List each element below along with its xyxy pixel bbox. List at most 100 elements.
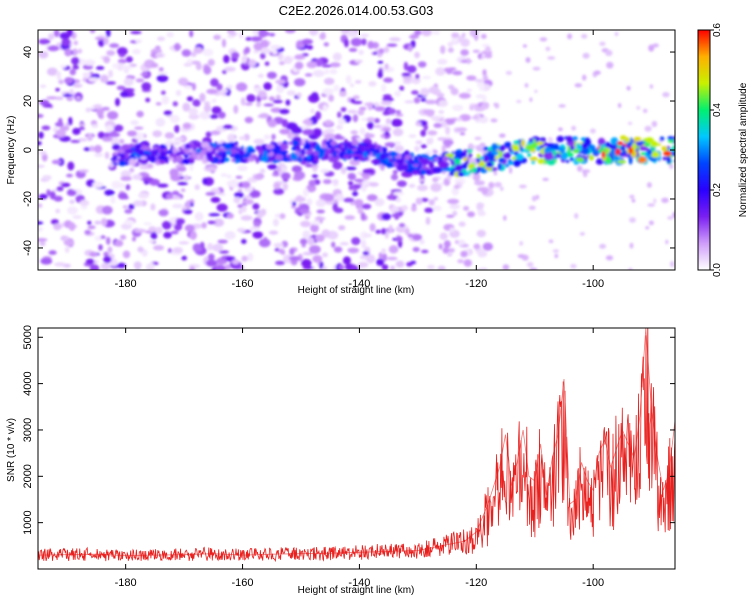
heat-cell bbox=[71, 57, 80, 65]
heat-cell bbox=[572, 136, 578, 141]
heat-cell bbox=[408, 157, 413, 165]
heat-cell bbox=[438, 99, 448, 107]
heat-cell bbox=[418, 178, 425, 182]
heat-cell bbox=[375, 229, 382, 234]
heat-cell bbox=[593, 70, 601, 75]
heat-cell bbox=[443, 240, 451, 248]
heat-cell bbox=[195, 62, 202, 71]
heat-cell bbox=[629, 242, 634, 249]
heat-cell bbox=[104, 132, 110, 138]
heat-cell bbox=[201, 222, 207, 229]
heat-cell bbox=[53, 195, 63, 202]
heat-cell bbox=[425, 216, 431, 225]
heat-cell bbox=[423, 109, 435, 115]
heat-cell bbox=[307, 154, 311, 160]
heat-cell bbox=[109, 43, 120, 48]
colorbar-label: Normalized spectral amplitude bbox=[738, 82, 749, 217]
heat-cell bbox=[55, 71, 62, 77]
heat-cell bbox=[328, 94, 334, 102]
heat-cell bbox=[361, 184, 367, 192]
heat-cell bbox=[60, 182, 71, 188]
heat-cell bbox=[113, 124, 124, 132]
heat-cell bbox=[438, 110, 445, 114]
heat-cell bbox=[366, 117, 376, 123]
heat-cell bbox=[263, 103, 275, 107]
heat-cell bbox=[311, 174, 318, 179]
heat-cell bbox=[126, 130, 138, 137]
heat-cell bbox=[124, 209, 133, 214]
heat-cell bbox=[463, 259, 472, 267]
heat-cell bbox=[308, 179, 317, 187]
heat-cell bbox=[362, 168, 375, 174]
heat-cell bbox=[306, 45, 314, 50]
heat-cell bbox=[72, 83, 83, 88]
heat-cell bbox=[66, 30, 73, 37]
heat-cell bbox=[310, 108, 315, 114]
heat-cell bbox=[321, 64, 332, 68]
heat-cell bbox=[601, 150, 606, 159]
heat-cell bbox=[69, 68, 77, 76]
heat-cell bbox=[324, 149, 332, 155]
heat-cell bbox=[103, 256, 112, 264]
heat-cell bbox=[347, 109, 358, 114]
snr-x-axis-label: Height of straight line (km) bbox=[298, 585, 415, 596]
heat-cell bbox=[213, 218, 225, 227]
heat-cell bbox=[363, 151, 368, 159]
heat-cell bbox=[211, 98, 217, 103]
heat-cell bbox=[597, 137, 606, 145]
heat-cell bbox=[670, 260, 675, 268]
heat-cell bbox=[437, 58, 448, 65]
heat-cell bbox=[335, 193, 345, 202]
heat-cell bbox=[67, 161, 75, 171]
heat-cell bbox=[302, 230, 311, 240]
heat-cell bbox=[449, 153, 454, 159]
heat-cell bbox=[165, 193, 174, 200]
heat-cell bbox=[494, 102, 500, 109]
heat-cell bbox=[484, 46, 491, 53]
y-tick-label: 4000 bbox=[22, 371, 34, 395]
heat-cell bbox=[367, 40, 374, 49]
heat-cell bbox=[93, 144, 103, 153]
heat-cell bbox=[321, 144, 328, 149]
heat-cell bbox=[647, 203, 655, 207]
heat-cell bbox=[329, 62, 341, 68]
heat-cell bbox=[513, 140, 520, 146]
heat-cell bbox=[433, 123, 443, 128]
heat-cell bbox=[118, 139, 125, 144]
heat-cell bbox=[323, 42, 329, 47]
heat-cell bbox=[442, 139, 454, 146]
heat-cell bbox=[661, 146, 668, 152]
x-tick-label: -180 bbox=[115, 278, 137, 290]
heat-cell bbox=[215, 265, 226, 270]
heat-cell bbox=[395, 236, 403, 242]
heat-cell bbox=[333, 246, 343, 253]
heat-cell bbox=[132, 174, 143, 181]
heat-cell bbox=[440, 120, 447, 128]
heat-cell bbox=[134, 126, 144, 130]
heat-cell bbox=[301, 38, 313, 45]
heat-cell bbox=[85, 107, 91, 113]
heat-cell bbox=[60, 64, 67, 69]
heat-cell bbox=[233, 196, 241, 204]
heat-cell bbox=[441, 144, 446, 154]
heat-cell bbox=[509, 166, 513, 174]
heat-cell bbox=[175, 218, 185, 225]
heat-cell bbox=[428, 137, 434, 145]
heat-cell bbox=[87, 220, 92, 225]
heat-cell bbox=[645, 226, 650, 230]
heat-cell bbox=[295, 144, 301, 153]
heat-cell bbox=[395, 197, 401, 203]
heat-cell bbox=[50, 219, 59, 225]
heat-cell bbox=[371, 159, 375, 164]
heat-cell bbox=[574, 83, 583, 88]
heat-cell bbox=[157, 183, 169, 188]
heat-cell bbox=[189, 154, 194, 159]
heat-cell bbox=[101, 205, 113, 215]
heat-cell bbox=[101, 136, 113, 142]
heat-cell bbox=[217, 239, 228, 244]
heat-cell bbox=[202, 48, 214, 57]
heat-cell bbox=[118, 192, 128, 200]
heat-cell bbox=[250, 190, 261, 198]
heat-cell bbox=[123, 77, 134, 87]
heat-cell bbox=[342, 256, 351, 265]
